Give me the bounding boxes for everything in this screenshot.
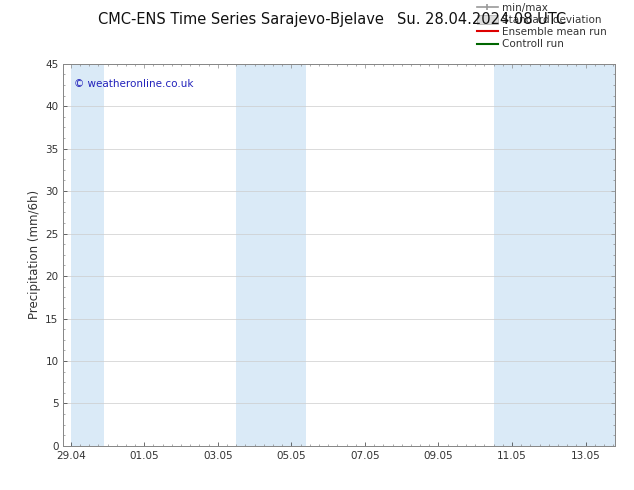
Text: Su. 28.04.2024 08 UTC: Su. 28.04.2024 08 UTC (398, 12, 566, 27)
Y-axis label: Precipitation (mm/6h): Precipitation (mm/6h) (28, 190, 41, 319)
Legend: min/max, Standard deviation, Ensemble mean run, Controll run: min/max, Standard deviation, Ensemble me… (474, 0, 610, 52)
Bar (236, 64, 306, 446)
Bar (71, 64, 104, 446)
Text: © weatheronline.co.uk: © weatheronline.co.uk (74, 79, 194, 89)
Bar (494, 64, 615, 446)
Text: CMC-ENS Time Series Sarajevo-Bjelave: CMC-ENS Time Series Sarajevo-Bjelave (98, 12, 384, 27)
